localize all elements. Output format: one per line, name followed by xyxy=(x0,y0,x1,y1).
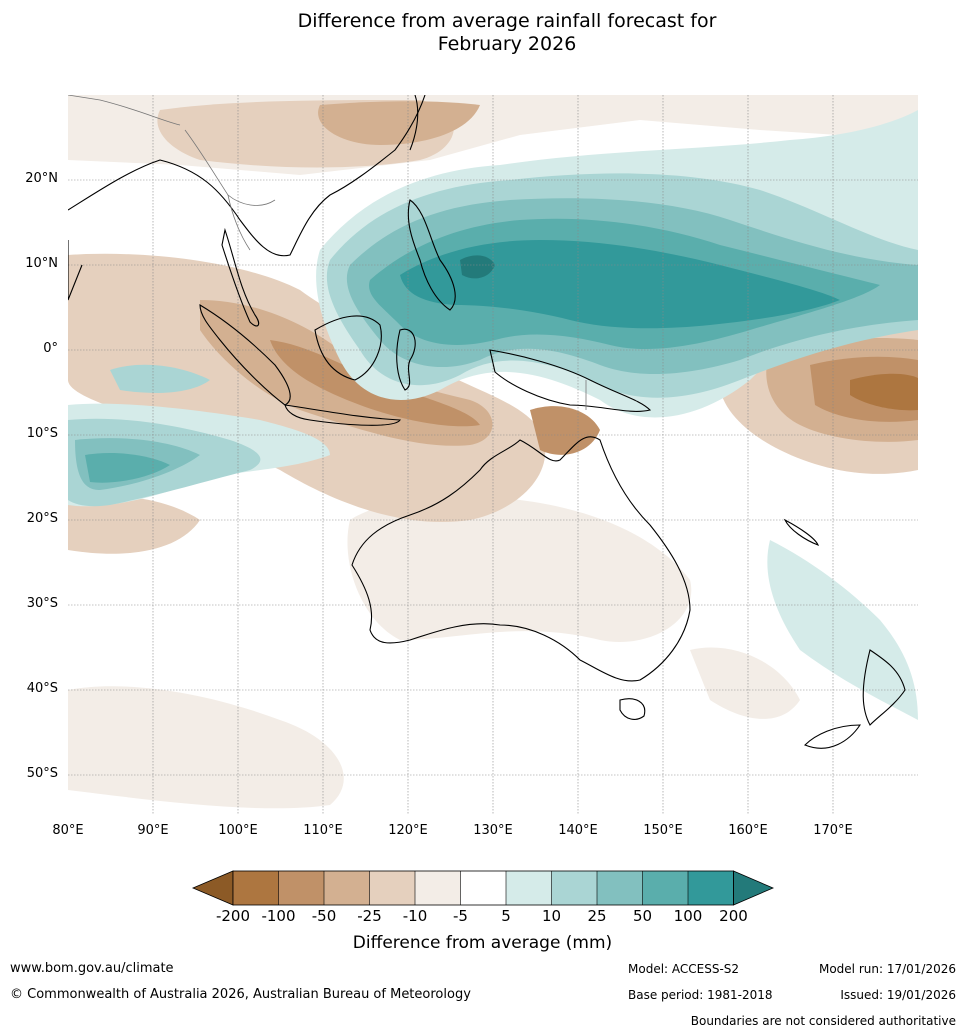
title-line-1: Difference from average rainfall forecas… xyxy=(297,10,717,32)
lon-label-80e: 80°E xyxy=(52,823,84,838)
map-title: Difference from average rainfall forecas… xyxy=(0,10,965,56)
lon-label-130e: 130°E xyxy=(473,823,513,838)
colorbar-tick-label: 200 xyxy=(719,907,748,925)
dry-anomaly-tasman xyxy=(690,647,800,719)
colorbar-tick-label: -10 xyxy=(402,907,428,925)
lon-label-110e: 110°E xyxy=(303,823,343,838)
boundaries-disclaimer: Boundaries are not considered authoritat… xyxy=(690,1014,956,1028)
australia-coastline xyxy=(351,436,691,682)
graticule xyxy=(68,95,918,815)
dry-anomaly-south-java xyxy=(68,496,200,554)
colorbar-frame xyxy=(232,870,734,906)
lon-label-90e: 90°E xyxy=(137,823,169,838)
wet-anomaly-indian-ocean-50 xyxy=(85,453,170,483)
colorbar-tick-label: 50 xyxy=(632,907,653,925)
colorbar-bin-1 xyxy=(233,871,279,905)
colorbar-bin-10 xyxy=(642,871,688,905)
lat-label-40s: 40°S xyxy=(26,681,58,696)
colorbar-bin-8 xyxy=(551,871,597,905)
lat-label-30s: 30°S xyxy=(26,596,58,611)
java-coastline xyxy=(284,404,401,426)
website-link[interactable]: www.bom.gov.au/climate xyxy=(10,961,174,976)
coastlines xyxy=(68,95,906,749)
wet-anomaly-tasman-outer xyxy=(767,540,918,720)
title-line-2: February 2026 xyxy=(437,33,577,55)
colorbar-bin-9 xyxy=(597,871,643,905)
dry-anomaly-australia xyxy=(347,496,692,642)
colorbar xyxy=(191,870,775,906)
copyright-text: © Commonwealth of Australia 2026, Austra… xyxy=(10,987,471,1002)
colorbar-tick-label: -25 xyxy=(357,907,382,925)
colorbar-tick-label: -50 xyxy=(311,907,337,925)
dry-anomaly-china-coast xyxy=(318,101,480,145)
india-coastline xyxy=(68,240,83,301)
wet-anomaly-west-pacific-100 xyxy=(400,240,840,329)
tasmania-coastline xyxy=(619,698,646,720)
wet-anomaly-sumatra-west xyxy=(110,364,210,393)
model-run-date: Model run: 17/01/2026 xyxy=(818,962,956,976)
colorbar-bin-2 xyxy=(278,871,324,905)
colorbar-tick-label: -100 xyxy=(261,907,296,925)
colorbar-bin-6 xyxy=(460,871,506,905)
colorbar-tick-label: 5 xyxy=(501,907,511,925)
new-caledonia-coastline xyxy=(783,518,820,546)
colorbar-tick-label: -5 xyxy=(453,907,468,925)
lat-label-10s: 10°S xyxy=(26,426,58,441)
sulawesi-coastline xyxy=(396,328,416,391)
lon-label-140e: 140°E xyxy=(558,823,598,838)
base-period: Base period: 1981-2018 xyxy=(628,988,773,1002)
colorbar-tick-label: 100 xyxy=(673,907,703,925)
philippines-coastline xyxy=(407,199,456,311)
lat-label-50s: 50°S xyxy=(26,766,58,781)
colorbar-label: Difference from average (mm) xyxy=(352,933,613,953)
japan-coastline xyxy=(409,95,419,151)
lat-label-20n: 20°N xyxy=(25,171,58,186)
colorbar-bin-11 xyxy=(688,871,734,905)
lon-label-150e: 150°E xyxy=(643,823,683,838)
asia-coastline xyxy=(68,95,426,257)
new-zealand-north-coastline xyxy=(862,649,906,726)
colorbar-tick-label: -200 xyxy=(215,907,251,925)
colorbar-extend-low xyxy=(191,870,234,906)
new-zealand-south-coastline xyxy=(804,724,862,749)
new-guinea-coastline xyxy=(489,349,652,412)
lon-label-170e: 170°E xyxy=(813,823,853,838)
colorbar-tick-label: 25 xyxy=(587,907,607,925)
rainfall-anomaly-fields xyxy=(68,95,918,809)
wet-anomaly-philippine-sea-peak xyxy=(460,255,495,279)
issued-date: Issued: 19/01/2026 xyxy=(840,988,956,1002)
colorbar-bin-4 xyxy=(369,871,415,905)
lat-label-10n: 10°N xyxy=(25,256,58,271)
dry-anomaly-southwest xyxy=(68,686,344,809)
colorbar-bin-3 xyxy=(324,871,370,905)
lon-label-120e: 120°E xyxy=(388,823,428,838)
dry-anomaly-png-south xyxy=(530,406,600,455)
country-borders xyxy=(68,95,587,410)
colorbar-bin-5 xyxy=(415,871,461,905)
colorbar-extend-high xyxy=(733,870,775,906)
lon-label-100e: 100°E xyxy=(218,823,258,838)
colorbar-tick-label: 10 xyxy=(541,907,562,925)
lon-label-160e: 160°E xyxy=(728,823,768,838)
malay-peninsula-coastline xyxy=(221,227,260,327)
dry-anomaly-coral-peak xyxy=(850,373,918,411)
model-name: Model: ACCESS-S2 xyxy=(628,962,740,976)
lat-label-20s: 20°S xyxy=(26,511,58,526)
lat-label-0: 0° xyxy=(43,341,58,356)
colorbar-bin-7 xyxy=(506,871,552,905)
borneo-coastline xyxy=(314,315,382,381)
